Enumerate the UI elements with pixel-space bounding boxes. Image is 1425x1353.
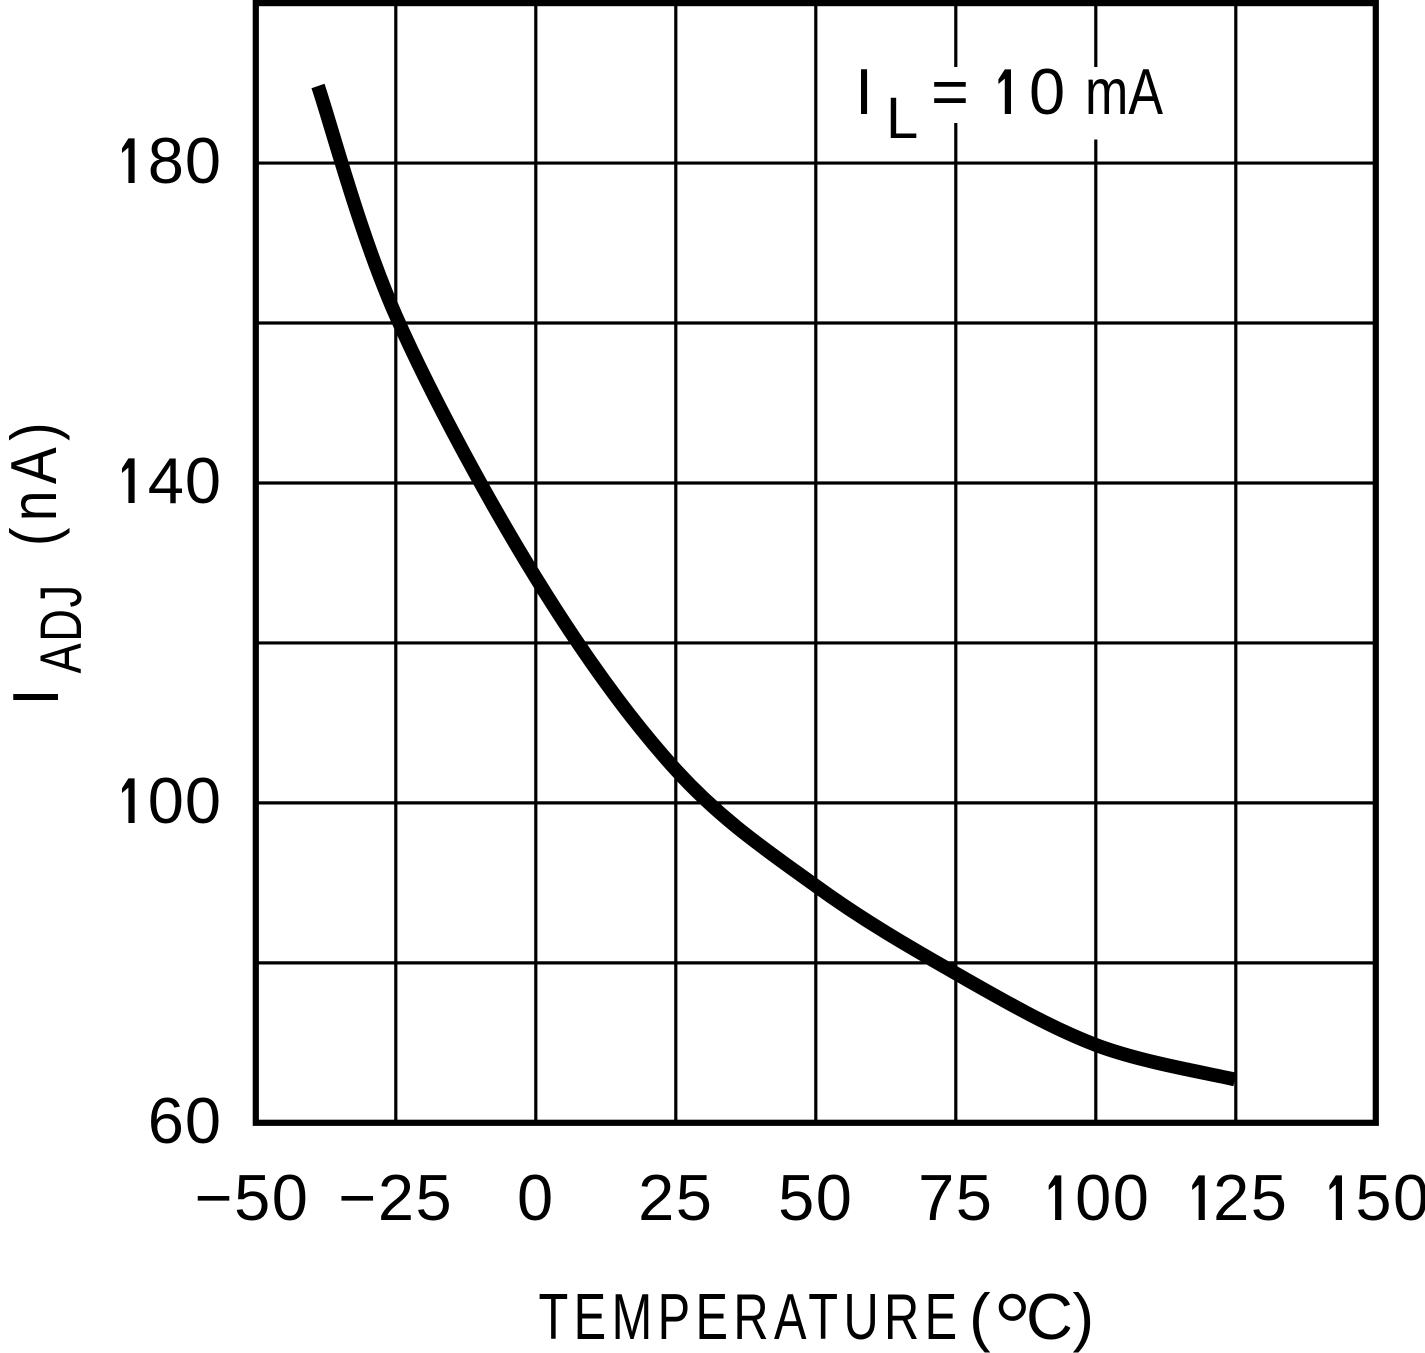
svg-text:0: 0 (517, 1161, 555, 1234)
svg-text:50: 50 (778, 1161, 853, 1234)
svg-text:mA: mA (1085, 57, 1164, 129)
svg-text:ADJ: ADJ (30, 583, 95, 673)
svg-text:00: 00 (1075, 1161, 1150, 1234)
svg-text:I: I (855, 55, 873, 128)
svg-text:(nA): (nA) (0, 416, 70, 546)
svg-text:I: I (0, 688, 72, 706)
svg-text:75: 75 (918, 1161, 993, 1234)
svg-text:80: 80 (148, 124, 222, 197)
svg-text:C: C (1026, 1280, 1073, 1353)
svg-text:L: L (886, 86, 918, 151)
svg-text:60: 60 (148, 1084, 222, 1157)
svg-text:00: 00 (148, 764, 222, 837)
svg-text:): ) (1073, 1280, 1095, 1353)
svg-text:TEMPERATURE: TEMPERATURE (539, 1281, 963, 1353)
svg-text:40: 40 (148, 444, 222, 517)
svg-text:−50: −50 (195, 1161, 310, 1234)
svg-text:0: 0 (1029, 55, 1065, 128)
svg-text:=: = (931, 55, 969, 128)
svg-text:(: ( (969, 1280, 991, 1353)
svg-text:−25: −25 (338, 1161, 453, 1234)
svg-text:25: 25 (638, 1161, 713, 1234)
svg-text:50: 50 (1355, 1161, 1425, 1234)
svg-text:25: 25 (1213, 1161, 1288, 1234)
